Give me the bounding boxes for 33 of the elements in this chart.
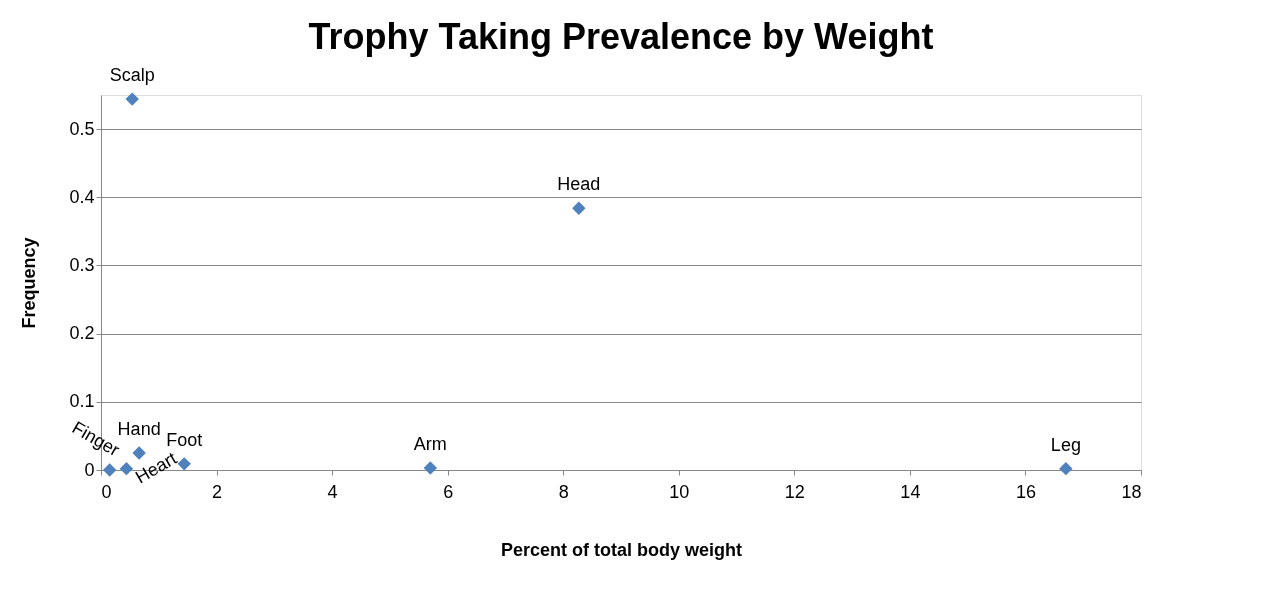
x-tick-label: 2 <box>212 481 223 502</box>
x-tick-label: 8 <box>558 481 569 502</box>
y-axis-title: Frequency <box>19 237 40 329</box>
point <box>423 461 438 475</box>
annotation: Heart <box>131 448 180 488</box>
point <box>102 463 117 477</box>
x-tick-label: 10 <box>669 481 690 502</box>
annotation: Foot <box>166 429 203 450</box>
x-tick-label: 4 <box>327 481 338 502</box>
point <box>572 201 586 215</box>
point <box>119 461 134 476</box>
chart-title: Trophy Taking Prevalence by Weight <box>308 16 934 58</box>
y-tick-label: 0 <box>84 459 95 480</box>
x-axis-title: Percent of total body weight <box>500 539 743 560</box>
y-tick-label: 0.1 <box>69 391 95 412</box>
x-tick-label: 14 <box>900 481 921 502</box>
x-tick-label: 16 <box>1015 481 1036 502</box>
annotation: Leg <box>1050 434 1081 455</box>
x-tick-label: 0 <box>101 481 112 502</box>
x-tick-label: 6 <box>443 481 454 502</box>
y-tick-label: 0.3 <box>69 254 95 275</box>
point <box>1059 461 1073 476</box>
annotation: Hand <box>117 418 161 439</box>
y-tick-label: 0.2 <box>69 323 95 344</box>
annotation: Scalp <box>109 65 155 86</box>
annotation: Head <box>557 174 601 195</box>
x-tick-label: 12 <box>784 481 805 502</box>
point <box>177 457 191 471</box>
annotation: Arm <box>413 433 447 454</box>
y-tick-label: 0.4 <box>69 186 95 207</box>
point <box>125 92 139 106</box>
y-tick-label: 0.5 <box>69 118 95 139</box>
x-tick-label: 18 <box>1121 481 1142 502</box>
